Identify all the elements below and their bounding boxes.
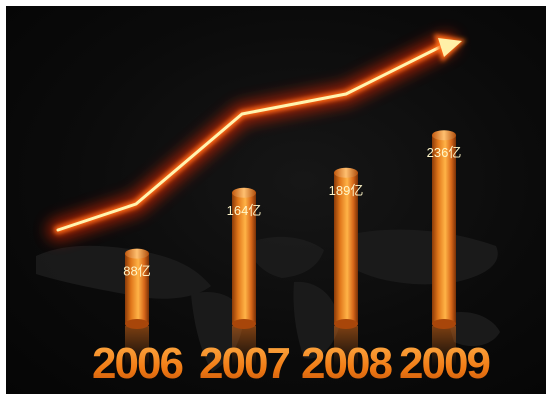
bar-reflection	[232, 326, 256, 366]
value-label-2008: 189亿	[329, 183, 364, 198]
bar-cap	[432, 130, 456, 141]
arrow-head	[438, 38, 462, 57]
bar-2006	[125, 248, 149, 366]
bar-2008	[334, 167, 358, 366]
bar-body	[232, 192, 256, 324]
chart-background: 88亿 2006 164亿 2007 189亿 2008 236亿 2009	[6, 6, 546, 394]
year-label-2007: 2007	[199, 339, 289, 388]
world-map-silhouette	[36, 229, 500, 372]
year-label-2009: 2009	[399, 339, 489, 388]
bar-reflection	[334, 326, 358, 366]
bar-reflection	[432, 326, 456, 366]
bars-layer	[125, 130, 456, 366]
bar-cap	[232, 187, 256, 198]
bar-base	[125, 319, 149, 329]
bar-body	[125, 253, 149, 324]
value-label-2007: 164亿	[227, 203, 262, 218]
bar-body	[334, 172, 358, 324]
value-label-2006: 88亿	[123, 264, 150, 279]
year-label-2006: 2006	[92, 339, 182, 388]
bar-body	[432, 135, 456, 324]
labels-layer: 88亿 2006 164亿 2007 189亿 2008 236亿 2009	[92, 145, 491, 388]
bar-base	[232, 319, 256, 329]
bar-base	[432, 319, 456, 329]
value-label-2009: 236亿	[427, 145, 462, 160]
bar-2009	[432, 130, 456, 366]
bar-2007	[232, 187, 256, 366]
bar-chart: 88亿 2006 164亿 2007 189亿 2008 236亿 2009	[36, 33, 500, 388]
year-label-2008: 2008	[301, 339, 392, 388]
arrow-core	[56, 42, 448, 232]
bar-cap	[334, 167, 358, 178]
bar-reflection	[125, 326, 149, 366]
bar-base	[334, 319, 358, 329]
bar-cap	[125, 248, 149, 259]
trend-arrow	[47, 33, 466, 241]
